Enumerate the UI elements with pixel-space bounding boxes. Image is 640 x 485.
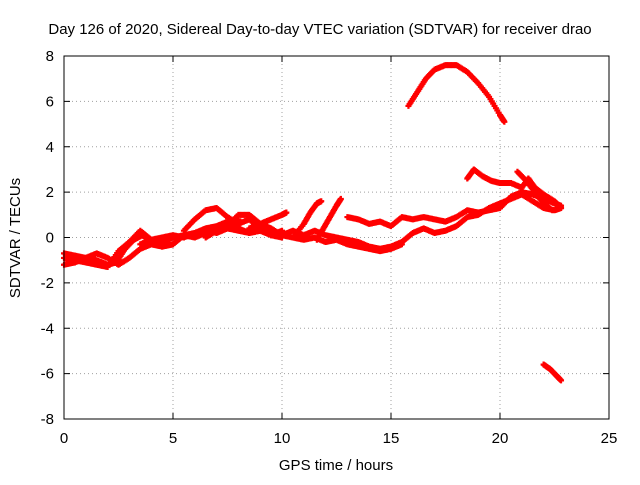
x-tick-label: 25 (601, 430, 618, 447)
y-axis-label: SDTVAR / TECUs (7, 178, 24, 298)
y-tick-label: 4 (46, 139, 54, 156)
data-point (283, 209, 290, 216)
y-tick-label: -6 (41, 366, 54, 383)
series-arc-h (289, 198, 325, 241)
y-tick-label: 8 (46, 48, 54, 65)
series-arc-k (405, 62, 508, 125)
chart-title: Day 126 of 2020, Sidereal Day-to-day VTE… (48, 21, 591, 38)
y-tick-label: 2 (46, 184, 54, 201)
x-tick-label: 10 (274, 430, 291, 447)
y-tick-label: -4 (41, 320, 54, 337)
data-point (318, 198, 325, 205)
tick-layer: 0 5 10 15 20 25 -8 -6 -4 -2 0 2 4 6 8 (41, 48, 618, 447)
x-tick-label: 20 (492, 430, 509, 447)
series-arc-f (202, 191, 565, 252)
series-arc-l (464, 166, 565, 212)
y-tick-label: 0 (46, 230, 54, 247)
y-tick-label: -2 (41, 275, 54, 292)
y-tick-label: 6 (46, 93, 54, 110)
data-point (558, 377, 565, 384)
series-arc-j (344, 189, 565, 230)
x-axis-label: GPS time / hours (279, 457, 393, 474)
data-point (337, 195, 344, 202)
data-point (558, 205, 565, 212)
y-tick-label: -8 (41, 411, 54, 428)
x-tick-label: 0 (60, 430, 68, 447)
series-arc-i (313, 195, 344, 243)
series-arc-g (246, 209, 290, 232)
data-point (549, 207, 556, 214)
x-tick-label: 5 (169, 430, 177, 447)
data-point (501, 118, 508, 125)
data-layer (61, 62, 565, 384)
series-arc-n (540, 361, 565, 384)
x-tick-label: 15 (383, 430, 400, 447)
series-arc-m (514, 168, 556, 214)
